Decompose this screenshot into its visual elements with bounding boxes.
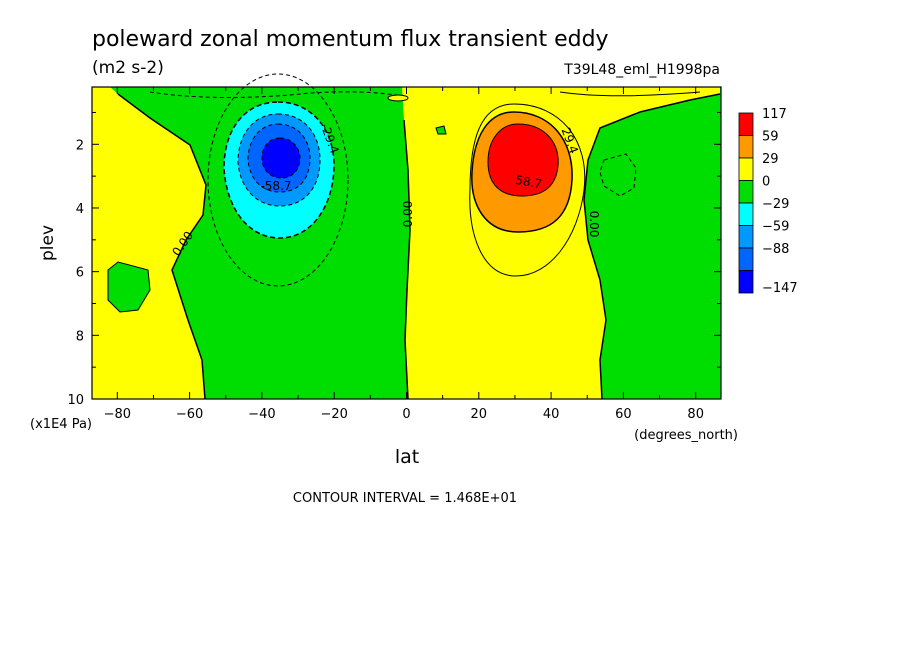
chart-units: (m2 s-2): [92, 58, 164, 78]
y-units: (x1E4 Pa): [30, 417, 92, 432]
y-tick-label: 6: [76, 266, 84, 281]
small-top-blob: [387, 94, 409, 102]
plot-area: 0.00 0.00 0.00 -29.4 -58.7 29.4 58.7: [91, 73, 722, 400]
colorbar-swatch: [738, 202, 754, 226]
colorbar-swatch: [738, 180, 754, 204]
x-tick-label: −40: [248, 407, 275, 422]
x-axis-label: lat: [395, 446, 419, 468]
contour-label: 58.7: [514, 173, 543, 191]
x-tick-label: −20: [320, 407, 347, 422]
contour-top-dashed: [149, 91, 403, 98]
colorbar-swatch: [738, 270, 754, 294]
contour-label: 0.00: [401, 201, 415, 228]
region-green-south-pocket: [107, 261, 151, 313]
colorbar-swatch: [738, 135, 754, 159]
contour-zero-equator: [403, 119, 411, 400]
x-tick-label: −80: [104, 407, 131, 422]
x-tick-label: 60: [615, 407, 632, 422]
y-axis-label: plev: [38, 225, 58, 261]
contour-interval: CONTOUR INTERVAL = 1.468E+01: [293, 491, 517, 506]
colorbar-label: 0: [762, 175, 770, 190]
region-green-north-pocket: [599, 153, 637, 197]
contour-top-thin: [559, 91, 701, 97]
x-tick-label: −60: [176, 407, 203, 422]
contour-label: 0.00: [587, 211, 601, 238]
x-axis: −80 −60 −40 −20 0 20 40 60 80: [104, 87, 704, 422]
contour-zero-south: [117, 93, 207, 400]
colorbar-label: −88: [762, 242, 789, 257]
y-tick-label: 10: [67, 393, 84, 408]
colorbar-swatch: [738, 157, 754, 181]
colorbar-label: 29: [762, 152, 779, 167]
colorbar-label: 59: [762, 130, 779, 145]
colorbar-label: 117: [762, 107, 787, 122]
colorbar-label: −29: [762, 197, 789, 212]
contour-pos-outer: [469, 103, 586, 277]
region-small-blob: [435, 125, 447, 135]
colorbar: 117 59 29 0 −29 −59 −88 −147: [738, 107, 798, 296]
x-tick-label: 0: [402, 407, 410, 422]
y-tick-label: 4: [76, 202, 84, 217]
x-units: (degrees_north): [634, 428, 738, 443]
region-red: [487, 123, 559, 197]
colorbar-label: −59: [762, 220, 789, 235]
contour-neg-outer: [207, 73, 349, 287]
y-tick-label: 2: [76, 138, 84, 153]
colorbar-swatch: [738, 247, 754, 271]
colorbar-swatch: [738, 225, 754, 249]
x-tick-label: 20: [471, 407, 488, 422]
colorbar-label: −147: [762, 281, 798, 296]
chart-title: poleward zonal momentum flux transient e…: [92, 27, 609, 52]
region-yellow-southpole: [92, 87, 206, 399]
x-tick-label: 40: [543, 407, 560, 422]
colorbar-swatch: [738, 112, 754, 136]
y-tick-label: 8: [76, 329, 84, 344]
x-tick-label: 80: [687, 407, 704, 422]
contour-zero-north: [583, 93, 721, 400]
region-deepblue: [261, 137, 301, 179]
contour-label: -58.7: [260, 179, 291, 193]
run-label: T39L48_eml_H1998pa: [563, 62, 720, 78]
y-axis: 2 4 6 8 10: [67, 111, 721, 408]
